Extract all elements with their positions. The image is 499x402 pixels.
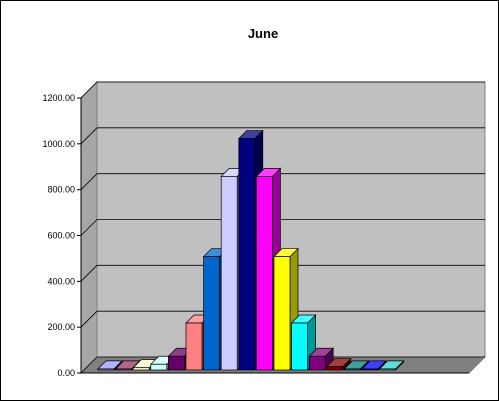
gridline [80, 356, 485, 374]
bar-14 [325, 357, 352, 371]
y-axis-ticks: 0.00 200.00 400.00 600.00 800.00 1000.00 1200.… [42, 93, 469, 378]
gridline [80, 173, 485, 190]
bar-1 [97, 360, 123, 371]
y-tick-label: 200.00 [47, 322, 75, 332]
gridline [80, 310, 485, 328]
y-tick-label: 1200.00 [42, 93, 75, 103]
gridlines [80, 81, 485, 374]
y-tick-label: 600.00 [47, 231, 75, 241]
y-tick-label: 800.00 [47, 185, 75, 195]
chart-title: June [248, 26, 278, 41]
gridline [80, 264, 485, 282]
bar-16 [361, 360, 387, 371]
bar-13 [308, 347, 335, 371]
y-tick-label: 1000.00 [42, 139, 75, 149]
gridline [80, 219, 485, 236]
gridline [80, 127, 485, 145]
gridline [80, 81, 485, 99]
y-tick-label: 0.00 [57, 368, 75, 378]
bars [97, 129, 405, 371]
bar-17 [378, 360, 405, 371]
y-tick-label: 400.00 [47, 276, 75, 286]
